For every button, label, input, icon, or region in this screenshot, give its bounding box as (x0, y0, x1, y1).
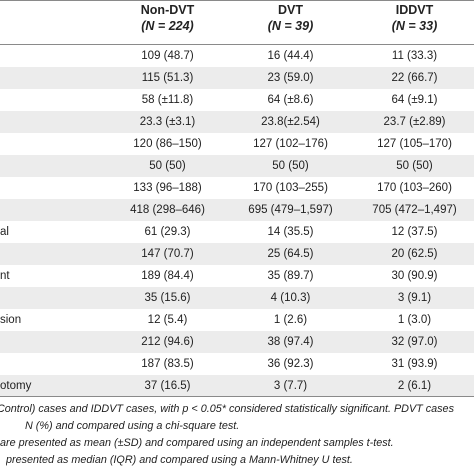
table-row: 133 (96–188) 170 (103–255) 170 (103–260) (0, 177, 474, 199)
table-cell: 32 (97.0) (391, 336, 438, 348)
row-label: al (0, 226, 9, 238)
table-cell: 20 (62.5) (391, 248, 438, 260)
table-row: otomy 37 (16.5) 3 (7.7) 2 (6.1) (0, 375, 474, 397)
table-cell: 170 (103–255) (253, 182, 328, 194)
table-cell: 23.8(±2.54) (261, 116, 320, 128)
header-rule (0, 44, 474, 45)
table-cell: 109 (48.7) (141, 50, 194, 62)
table-cell: 12 (5.4) (147, 314, 188, 326)
table-cell: 705 (472–1,497) (372, 204, 457, 216)
table-row: 35 (15.6) 4 (10.3) 3 (9.1) (0, 287, 474, 309)
bottom-rule (0, 396, 474, 397)
table-row: 187 (83.5) 36 (92.3) 31 (93.9) (0, 353, 474, 375)
table-cell: 115 (51.3) (141, 72, 194, 84)
row-label: otomy (0, 380, 32, 392)
table-cell: 11 (33.3) (391, 50, 438, 62)
table-cell: 695 (479–1,597) (248, 204, 333, 216)
table-row: nt 189 (84.4) 35 (89.7) 30 (90.9) (0, 265, 474, 287)
row-label: nt (0, 270, 10, 282)
table-row: 115 (51.3) 23 (59.0) 22 (66.7) (0, 67, 474, 89)
table-row: 418 (298–646) 695 (479–1,597) 705 (472–1,4… (0, 199, 474, 221)
column-header-dvt: DVT (N = 39) (228, 2, 353, 34)
table-cell: 120 (86–150) (133, 138, 202, 150)
table-cell: 127 (105–170) (377, 138, 452, 150)
table-cell: 25 (64.5) (267, 248, 314, 260)
table-cell: 61 (29.3) (144, 226, 191, 238)
table-cell: 3 (7.7) (273, 380, 308, 392)
table-cell: 14 (35.5) (267, 226, 314, 238)
footnote-line: N (%) and compared using a chi-square te… (25, 420, 240, 432)
table-cell: 170 (103–260) (377, 182, 452, 194)
row-label: sion (0, 314, 22, 326)
table-row: 147 (70.7) 25 (64.5) 20 (62.5) (0, 243, 474, 265)
table-cell: 127 (102–176) (253, 138, 328, 150)
table-cell: 1 (2.6) (273, 314, 308, 326)
table-cell: 4 (10.3) (270, 292, 311, 304)
table-cell: 31 (93.9) (391, 358, 438, 370)
column-header-iddvt: IDDVT (N = 33) (352, 2, 474, 34)
table-cell: 35 (89.7) (267, 270, 314, 282)
footnote-line: are presented as mean (±SD) and compared… (0, 437, 394, 449)
column-header-non-dvt: Non-DVT (N = 224) (105, 2, 230, 34)
column-header-n: (N = 39) (267, 19, 314, 33)
table-cell: 30 (90.9) (391, 270, 438, 282)
column-header-n: (N = 33) (391, 19, 438, 33)
table-cell: 50 (50) (396, 160, 433, 172)
table-cell: 22 (66.7) (391, 72, 438, 84)
table-cell: 38 (97.4) (267, 336, 314, 348)
column-header-name: Non-DVT (140, 3, 195, 17)
table-cell: 64 (±8.6) (267, 94, 314, 106)
table-cell: 147 (70.7) (141, 248, 194, 260)
top-rule (0, 0, 474, 1)
table-cell: 64 (±9.1) (391, 94, 438, 106)
column-header-name: IDDVT (395, 3, 434, 17)
table-cell: 16 (44.4) (267, 50, 314, 62)
table-row: 23.3 (±3.1) 23.8(±2.54) 23.7 (±2.89) (0, 111, 474, 133)
column-header-n: (N = 224) (141, 19, 194, 33)
table-cell: 35 (15.6) (144, 292, 191, 304)
table-cell: 189 (84.4) (141, 270, 194, 282)
table-row: 50 (50) 50 (50) 50 (50) (0, 155, 474, 177)
table-cell: 58 (±11.8) (141, 94, 194, 106)
table-cell: 418 (298–646) (130, 204, 205, 216)
table-cell: 12 (37.5) (391, 226, 438, 238)
table-cell: 23.7 (±2.89) (383, 116, 446, 128)
footnote-line: presented as median (IQR) and compared u… (6, 454, 353, 466)
table-cell: 212 (94.6) (141, 336, 194, 348)
table-row: al 61 (29.3) 14 (35.5) 12 (37.5) (0, 221, 474, 243)
table-cell: 2 (6.1) (397, 380, 432, 392)
table-cell: 187 (83.5) (141, 358, 194, 370)
table-cell: 37 (16.5) (144, 380, 191, 392)
table-cell: 50 (50) (272, 160, 309, 172)
table-cell: 50 (50) (149, 160, 186, 172)
table-row: 212 (94.6) 38 (97.4) 32 (97.0) (0, 331, 474, 353)
table-cell: 1 (3.0) (397, 314, 432, 326)
table-cell: 23.3 (±3.1) (139, 116, 196, 128)
table-row: 58 (±11.8) 64 (±8.6) 64 (±9.1) (0, 89, 474, 111)
table-row: 109 (48.7) 16 (44.4) 11 (33.3) (0, 45, 474, 67)
table-cell: 23 (59.0) (267, 72, 314, 84)
column-header-name: DVT (278, 3, 303, 17)
table-cell: 133 (96–188) (133, 182, 202, 194)
table-cell: 3 (9.1) (397, 292, 432, 304)
footnote-line: Control) cases and IDDVT cases, with p <… (0, 403, 454, 415)
table-row: sion 12 (5.4) 1 (2.6) 1 (3.0) (0, 309, 474, 331)
table-row: 120 (86–150) 127 (102–176) 127 (105–170) (0, 133, 474, 155)
table-cell: 36 (92.3) (267, 358, 314, 370)
